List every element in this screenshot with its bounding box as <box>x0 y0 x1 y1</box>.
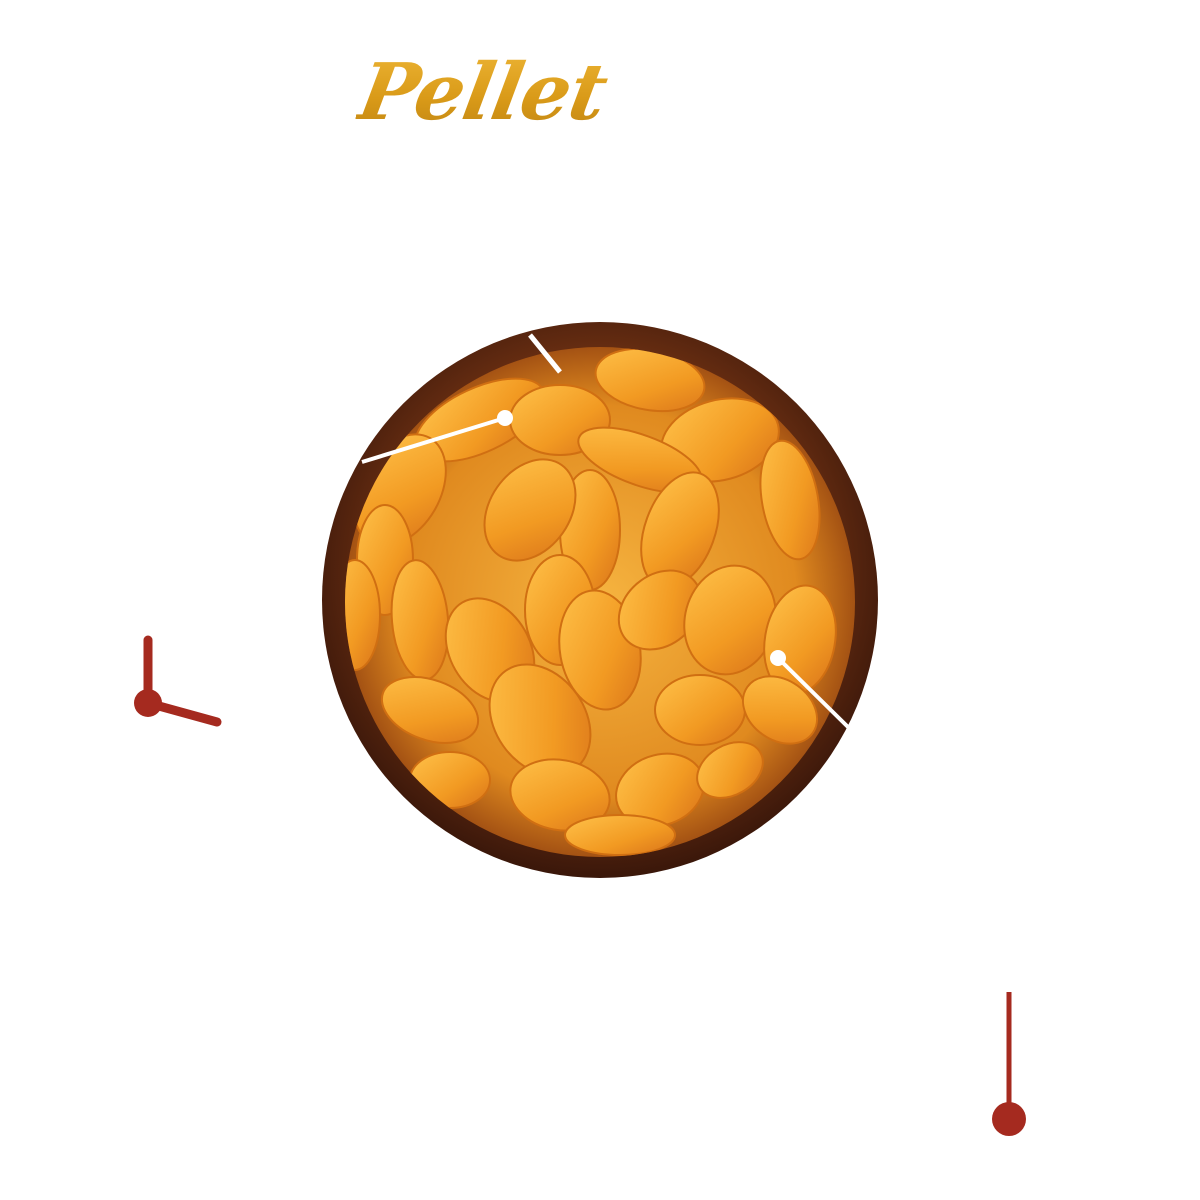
decor-pin-right <box>992 992 1026 1136</box>
callout-line-left <box>361 416 506 464</box>
decor-pivot-dot <box>134 689 162 717</box>
callout-line-right <box>776 656 850 729</box>
decor-clock-hands-left <box>134 635 222 727</box>
callout-lines <box>361 333 850 729</box>
callout-dot-right <box>770 650 786 666</box>
callout-dot-left <box>497 410 513 426</box>
bowl-photo <box>322 322 878 878</box>
decor-pin-dot <box>992 1102 1026 1136</box>
callout-line-top <box>528 333 562 374</box>
